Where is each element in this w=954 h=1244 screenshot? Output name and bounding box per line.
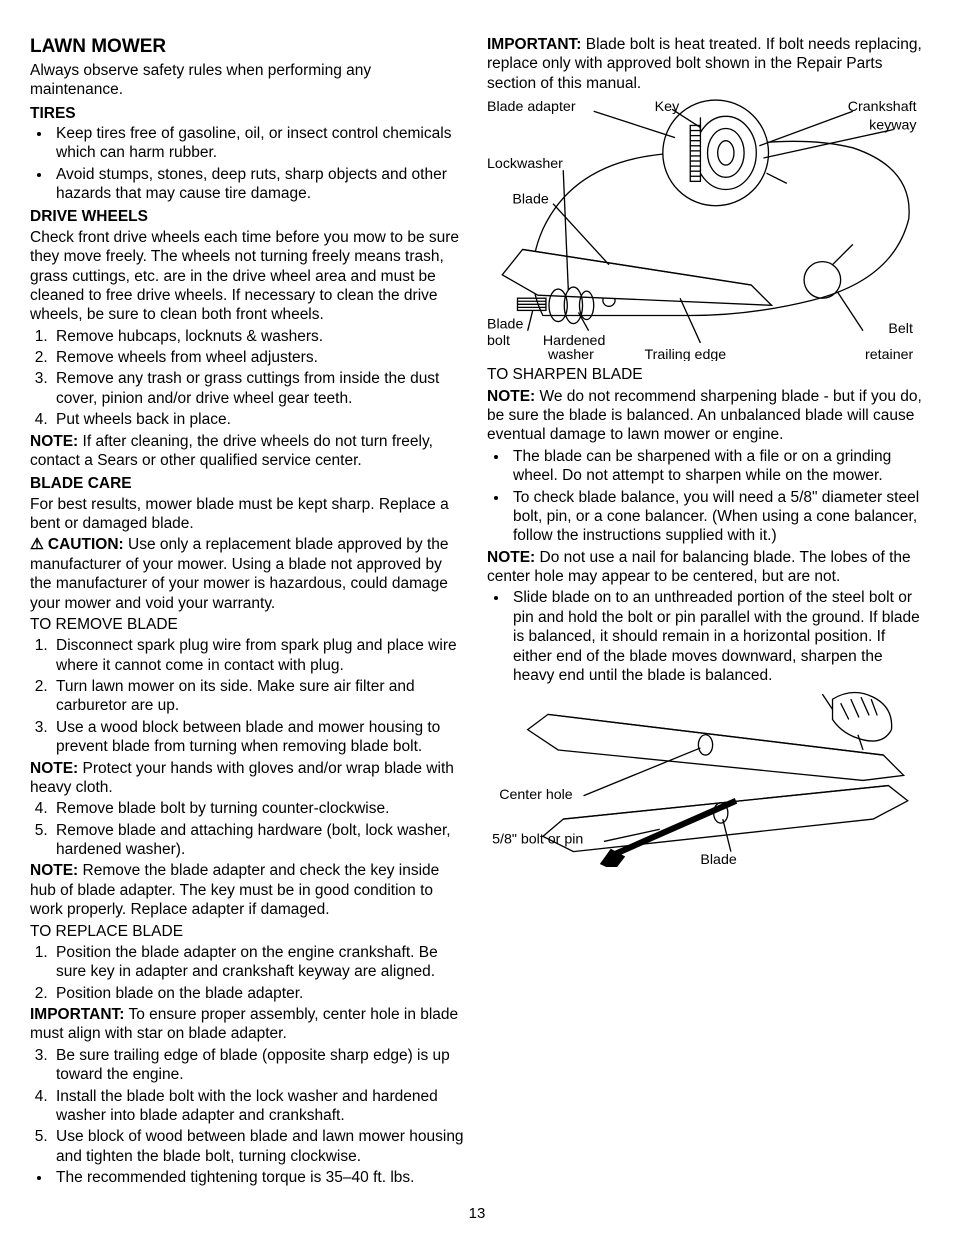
note-text: NOTE: We do not recommend sharpening bla…: [487, 387, 924, 445]
note-label: NOTE:: [487, 388, 535, 405]
list-item: Slide blade on to an unthreaded portion …: [509, 588, 924, 685]
note-label: NOTE:: [487, 549, 535, 566]
note-label: NOTE:: [30, 433, 78, 450]
fig-label: washer: [547, 347, 594, 361]
fig-label: Belt: [888, 321, 913, 337]
list-item: Remove hubcaps, locknuts & washers.: [52, 327, 467, 346]
fig-label: Lockwasher: [487, 156, 563, 172]
list-item: Remove blade and attaching hardware (bol…: [52, 821, 467, 860]
tires-heading: TIRES: [30, 104, 467, 123]
intro-text: Always observe safety rules when perform…: [30, 61, 467, 100]
fig-label: keyway: [869, 118, 917, 134]
torque-list: The recommended tightening torque is 35–…: [30, 1168, 467, 1187]
note-text: NOTE: Protect your hands with gloves and…: [30, 759, 467, 798]
caution-label: CAUTION:: [30, 536, 124, 553]
tires-list: Keep tires free of gasoline, oil, or ins…: [30, 124, 467, 204]
fig-label: bolt: [487, 333, 510, 349]
fig-label: Blade: [487, 317, 523, 333]
fig-label: 5/8" bolt or pin: [492, 832, 583, 848]
important-label: IMPORTANT:: [487, 36, 581, 53]
drive-wheels-heading: DRIVE WHEELS: [30, 207, 467, 226]
important-text: IMPORTANT: To ensure proper assembly, ce…: [30, 1005, 467, 1044]
list-item: Use block of wood between blade and lawn…: [52, 1127, 467, 1166]
list-item: Remove blade bolt by turning counter-clo…: [52, 799, 467, 818]
fig-label: Center hole: [499, 787, 573, 803]
subheading: TO SHARPEN BLADE: [487, 365, 924, 384]
list-item: Position blade on the blade adapter.: [52, 984, 467, 1003]
remove-blade-steps-a: Disconnect spark plug wire from spark pl…: [30, 636, 467, 756]
blade-care-heading: BLADE CARE: [30, 474, 467, 493]
list-item: Remove wheels from wheel adjusters.: [52, 348, 467, 367]
list-item: Use a wood block between blade and mower…: [52, 718, 467, 757]
blade-assembly-diagram: Blade adapter Key Crankshaft keyway Lock…: [487, 97, 924, 361]
list-item: To check blade balance, you will need a …: [509, 488, 924, 546]
important-label: IMPORTANT:: [30, 1006, 124, 1023]
replace-blade-steps: Position the blade adapter on the engine…: [30, 943, 467, 1003]
note-text: NOTE: Do not use a nail for balancing bl…: [487, 548, 924, 587]
body-text: For best results, mower blade must be ke…: [30, 495, 467, 534]
page-content: LAWN MOWER Always observe safety rules w…: [30, 35, 924, 1205]
list-item: The recommended tightening torque is 35–…: [52, 1168, 467, 1187]
sharpen-list-1: The blade can be sharpened with a file o…: [487, 447, 924, 546]
fig-label: Blade adapter: [487, 99, 576, 115]
fig-label: Crankshaft: [848, 99, 917, 115]
list-item: Keep tires free of gasoline, oil, or ins…: [52, 124, 467, 163]
section-title: LAWN MOWER: [30, 35, 467, 59]
fig-label: Key: [655, 99, 680, 115]
remove-blade-steps-b: Remove blade bolt by turning counter-clo…: [30, 799, 467, 859]
list-item: Put wheels back in place.: [52, 410, 467, 429]
list-item: Turn lawn mower on its side. Make sure a…: [52, 677, 467, 716]
fig-label: Blade: [700, 852, 736, 867]
note-label: NOTE:: [30, 862, 78, 879]
fig-label: Blade: [512, 192, 548, 208]
fig-label: Trailing edge: [645, 347, 727, 361]
note-text: NOTE: If after cleaning, the drive wheel…: [30, 432, 467, 471]
note-text: NOTE: Remove the blade adapter and check…: [30, 861, 467, 919]
list-item: Position the blade adapter on the engine…: [52, 943, 467, 982]
list-item: The blade can be sharpened with a file o…: [509, 447, 924, 486]
important-text: IMPORTANT: Blade bolt is heat treated. I…: [487, 35, 924, 93]
note-label: NOTE:: [30, 760, 78, 777]
replace-blade-steps-2: Be sure trailing edge of blade (opposite…: [30, 1046, 467, 1166]
sharpen-list-2: Slide blade on to an unthreaded portion …: [487, 588, 924, 685]
caution-text: CAUTION: Use only a replacement blade ap…: [30, 535, 467, 613]
page-number: 13: [30, 1205, 924, 1224]
body-text: Check front drive wheels each time befor…: [30, 228, 467, 325]
list-item: Be sure trailing edge of blade (opposite…: [52, 1046, 467, 1085]
list-item: Install the blade bolt with the lock was…: [52, 1087, 467, 1126]
subheading: TO REPLACE BLADE: [30, 922, 467, 941]
blade-balance-diagram: Center hole 5/8" bolt or pin Blade: [487, 689, 924, 867]
list-item: Disconnect spark plug wire from spark pl…: [52, 636, 467, 675]
subheading: TO REMOVE BLADE: [30, 615, 467, 634]
list-item: Avoid stumps, stones, deep ruts, sharp o…: [52, 165, 467, 204]
list-item: Remove any trash or grass cuttings from …: [52, 369, 467, 408]
fig-label: retainer: [865, 347, 913, 361]
drive-wheels-steps: Remove hubcaps, locknuts & washers. Remo…: [30, 327, 467, 430]
